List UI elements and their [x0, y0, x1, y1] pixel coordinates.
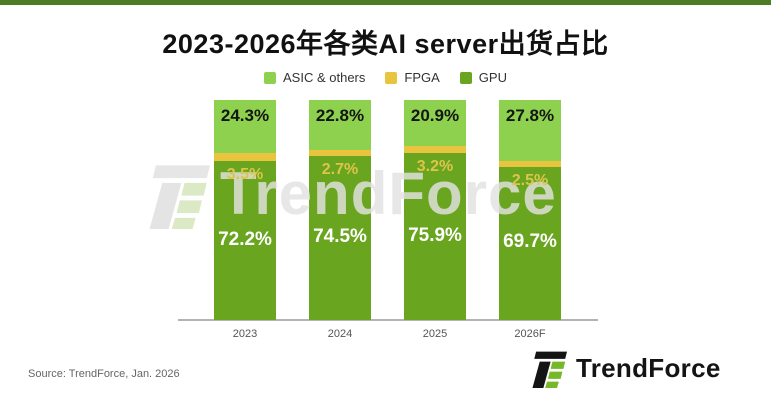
bar-segment-fpga [309, 150, 371, 157]
chart-title: 2023-2026年各类AI server出货占比 [162, 29, 609, 59]
legend-swatch-icon [385, 71, 398, 84]
plot-area: 24.3% 3.5% 72.2% 2023 22.8% 2.7% 74.5% 2024 20.9… [178, 100, 598, 340]
legend-label: ASIC & others [283, 70, 366, 85]
bar-segment-fpga [404, 145, 466, 153]
bar-segment-gpu [214, 161, 276, 320]
value-label-asic-others: 27.8% [505, 106, 555, 125]
value-label-asic-others: 20.9% [410, 106, 460, 125]
bar-segment-gpu [309, 156, 371, 320]
value-label-gpu: 69.7% [503, 231, 557, 253]
bar-group-2024: 22.8% 2.7% 74.5% [309, 100, 371, 320]
value-label-fpga: 3.5% [226, 166, 264, 184]
value-label-fpga: 3.2% [416, 158, 454, 176]
x-tick-label: 2025 [422, 328, 448, 340]
bar-segment-asic-others [214, 100, 276, 154]
bar-segment-fpga [499, 161, 561, 167]
bar-segment-fpga [214, 153, 276, 162]
value-label-gpu: 72.2% [218, 228, 272, 250]
bar-segment-gpu [404, 153, 466, 320]
legend-swatch-icon [264, 71, 277, 84]
value-label-fpga: 2.5% [511, 171, 549, 189]
legend-item-gpu: GPU [459, 70, 507, 85]
bar-group-2026f: 27.8% 2.5% 69.7% [499, 100, 561, 320]
legend: ASIC & others FPGA GPU [0, 70, 771, 85]
source-note: Source: TrendForce, Jan. 2026 [28, 368, 180, 380]
value-label-gpu: 74.5% [313, 226, 367, 248]
legend-label: GPU [478, 70, 507, 85]
legend-item-fpga: FPGA [385, 70, 440, 85]
x-axis-line [178, 319, 598, 321]
legend-label: FPGA [404, 70, 440, 85]
bar-group-2025: 20.9% 3.2% 75.9% [404, 100, 466, 320]
x-tick-label: 2024 [327, 328, 353, 340]
brand-logo-text: TrendForce [576, 352, 721, 383]
value-label-asic-others: 24.3% [220, 106, 270, 125]
legend-swatch-icon [459, 71, 472, 84]
bar-segment-asic-others [309, 100, 371, 151]
value-label-fpga: 2.7% [321, 161, 359, 179]
legend-item-asic-others: ASIC & others [264, 70, 365, 85]
value-label-asic-others: 22.8% [315, 106, 365, 125]
value-label-gpu: 75.9% [408, 224, 462, 246]
trendforce-logo-icon [532, 351, 567, 388]
bar-group-2023: 24.3% 3.5% 72.2% [214, 100, 276, 320]
bar-segment-asic-others [499, 100, 561, 162]
bar-segment-gpu [499, 166, 561, 320]
x-tick-label: 2023 [232, 328, 258, 340]
top-accent-bar [0, 0, 771, 5]
brand-logo: TrendForce [526, 348, 721, 388]
bar-segment-asic-others [404, 100, 466, 146]
x-tick-label: 2026F [514, 328, 546, 340]
